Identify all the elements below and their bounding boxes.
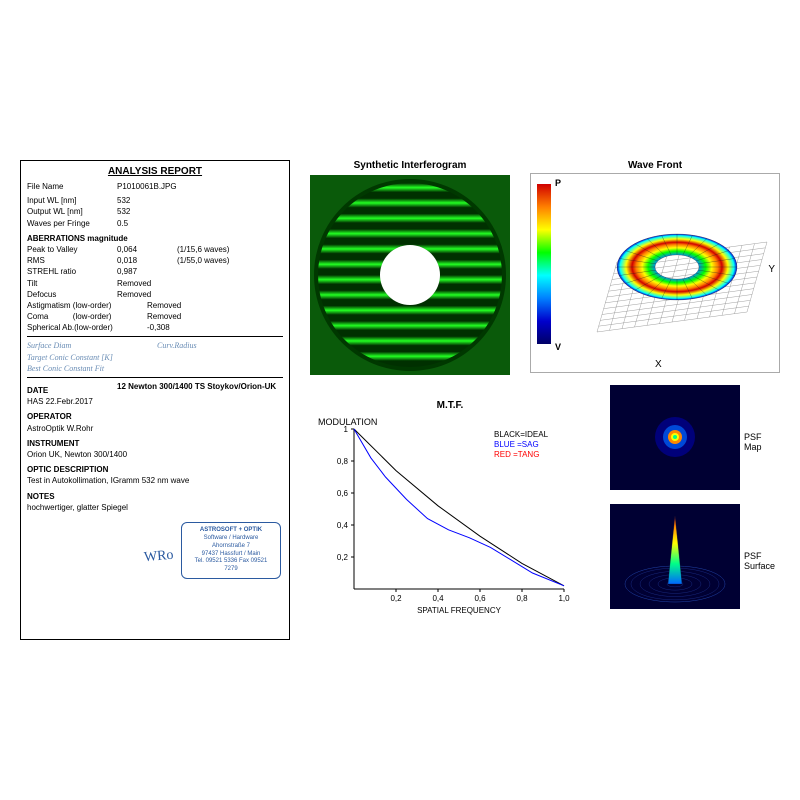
svg-text:0,8: 0,8 bbox=[337, 457, 349, 466]
tilt-val: Removed bbox=[117, 278, 151, 289]
curv-rad-label: Curv.Radius bbox=[157, 340, 197, 351]
svg-text:0,6: 0,6 bbox=[474, 594, 486, 603]
instrument-head: INSTRUMENT bbox=[27, 438, 283, 449]
mtf-title: M.T.F. bbox=[310, 400, 590, 411]
psf-map-label: PSF Map bbox=[744, 432, 776, 452]
input-wl-val: 532 bbox=[117, 195, 130, 206]
coma-val: Removed bbox=[147, 311, 181, 322]
defocus-label: Defocus bbox=[27, 289, 117, 300]
interferogram-panel: Synthetic Interferogram bbox=[310, 160, 510, 375]
svg-text:0,8: 0,8 bbox=[516, 594, 528, 603]
instrument-val: Orion UK, Newton 300/1400 bbox=[27, 449, 283, 460]
astig-val: Removed bbox=[147, 300, 181, 311]
psf-surface-svg bbox=[610, 504, 740, 609]
svg-text:SPATIAL FREQUENCY: SPATIAL FREQUENCY bbox=[417, 606, 502, 615]
colorbar bbox=[537, 184, 551, 344]
ptv-label: Peak to Valley bbox=[27, 244, 117, 255]
stamp-l1: ASTROSOFT + OPTIK bbox=[188, 527, 274, 535]
notes-head: NOTES bbox=[27, 491, 283, 502]
newton-line: 12 Newton 300/1400 TS Stoykov/Orion-UK bbox=[117, 381, 276, 396]
rms-val: 0,018 bbox=[117, 255, 177, 266]
output-wl-val: 532 bbox=[117, 206, 130, 217]
output-wl-label: Output WL [nm] bbox=[27, 206, 117, 217]
wavefront-plot: P V Y X bbox=[530, 173, 780, 373]
operator-val: AstroOptik W.Rohr bbox=[27, 423, 283, 434]
tilt-label: Tilt bbox=[27, 278, 117, 289]
analysis-report-panel: ANALYSIS REPORT File NameP1010061B.JPG I… bbox=[20, 160, 290, 640]
psf-surface-plot bbox=[610, 504, 740, 609]
operator-head: OPERATOR bbox=[27, 411, 283, 422]
optic-val: Test in Autokollimation, IGramm 532 nm w… bbox=[27, 475, 283, 486]
surf-diam-label: Surface Diam bbox=[27, 340, 157, 351]
svg-text:RED =TANG: RED =TANG bbox=[494, 450, 539, 459]
coma-label: Coma (low-order) bbox=[27, 311, 147, 322]
file-value: P1010061B.JPG bbox=[117, 181, 177, 192]
interferogram-title: Synthetic Interferogram bbox=[310, 160, 510, 171]
sph-val: -0,308 bbox=[147, 322, 170, 333]
interferogram-plot bbox=[310, 175, 510, 375]
report-title: ANALYSIS REPORT bbox=[27, 165, 283, 179]
mtf-svg: MODULATION10,80,60,40,20,20,40,60,81,0SP… bbox=[310, 411, 590, 621]
ptv-val: 0,064 bbox=[117, 244, 177, 255]
strehl-val: 0,987 bbox=[117, 266, 177, 277]
svg-text:0,4: 0,4 bbox=[432, 594, 444, 603]
svg-text:0,2: 0,2 bbox=[337, 553, 349, 562]
psf-surface-label: PSF Surface bbox=[744, 551, 776, 571]
mtf-plot: MODULATION10,80,60,40,20,20,40,60,81,0SP… bbox=[310, 411, 590, 621]
stamp-l4: 97437 Hassfurt / Main bbox=[188, 551, 274, 559]
wavefront-svg bbox=[567, 182, 777, 362]
colorbar-p-label: P bbox=[555, 178, 561, 188]
wavefront-y-label: Y bbox=[768, 264, 775, 275]
company-stamp: ASTROSOFT + OPTIK Software / Hardware Ah… bbox=[181, 522, 281, 579]
svg-text:0,2: 0,2 bbox=[390, 594, 402, 603]
rms-label: RMS bbox=[27, 255, 117, 266]
svg-text:1,0: 1,0 bbox=[558, 594, 570, 603]
stamp-l2: Software / Hardware bbox=[188, 535, 274, 543]
input-wl-label: Input WL [nm] bbox=[27, 195, 117, 206]
strehl-label: STREHL ratio bbox=[27, 266, 117, 277]
stamp-l5: Tel. 09521 5336 Fax 09521 7279 bbox=[188, 558, 274, 574]
aberrations-head: ABERRATIONS magnitude bbox=[27, 233, 283, 244]
date-val: HAS 22.Febr.2017 bbox=[27, 396, 283, 407]
sph-label: Spherical Ab.(low-order) bbox=[27, 322, 147, 333]
astig-label: Astigmatism (low-order) bbox=[27, 300, 147, 311]
psf-panel: PSF Map PSF Surface bbox=[610, 385, 780, 623]
notes-val: hochwertiger, glatter Spiegel bbox=[27, 502, 283, 513]
defocus-val: Removed bbox=[117, 289, 151, 300]
psf-map-svg bbox=[610, 385, 740, 490]
svg-text:1: 1 bbox=[344, 425, 349, 434]
wavefront-x-label: X bbox=[655, 359, 662, 370]
ptv-val2: (1/15,6 waves) bbox=[177, 244, 257, 255]
svg-text:BLACK=IDEAL: BLACK=IDEAL bbox=[494, 430, 549, 439]
colorbar-v-label: V bbox=[555, 342, 561, 352]
wavefront-panel: Wave Front P V Y X bbox=[530, 160, 780, 373]
svg-text:0,4: 0,4 bbox=[337, 521, 349, 530]
target-conic-label: Target Conic Constant [K] bbox=[27, 352, 283, 363]
stamp-l3: Ahornstraße 7 bbox=[188, 543, 274, 551]
signature: WRo bbox=[144, 546, 175, 568]
wavefront-title: Wave Front bbox=[530, 160, 780, 171]
mtf-panel: M.T.F. MODULATION10,80,60,40,20,20,40,60… bbox=[310, 400, 590, 621]
best-conic-label: Best Conic Constant Fit bbox=[27, 363, 283, 374]
file-label: File Name bbox=[27, 181, 117, 192]
rms-val2: (1/55,0 waves) bbox=[177, 255, 257, 266]
wpf-val: 0.5 bbox=[117, 218, 128, 229]
svg-text:BLUE =SAG: BLUE =SAG bbox=[494, 440, 539, 449]
wpf-label: Waves per Fringe bbox=[27, 218, 117, 229]
psf-map-plot bbox=[610, 385, 740, 490]
interferogram-svg bbox=[310, 175, 510, 375]
optic-head: OPTIC DESCRIPTION bbox=[27, 464, 283, 475]
date-head: DATE bbox=[27, 385, 87, 396]
svg-text:0,6: 0,6 bbox=[337, 489, 349, 498]
